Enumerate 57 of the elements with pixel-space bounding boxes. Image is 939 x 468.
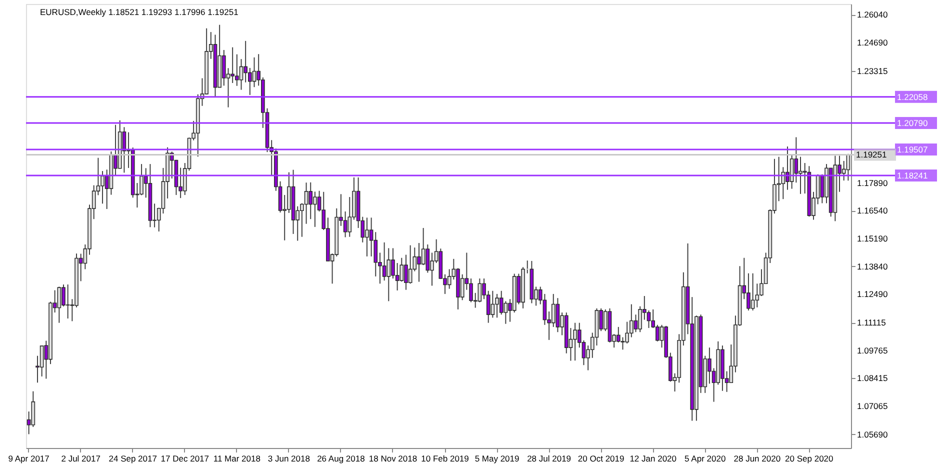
x-tick-label: 10 Feb 2019 (421, 454, 470, 464)
y-tick-label: 1.11115 (857, 318, 886, 328)
candlestick (40, 345, 44, 377)
ref-line-label: 1.19251 (856, 150, 887, 160)
chart-title: EURUSD,Weekly 1.18521 1.19293 1.17996 1.19251 (40, 7, 239, 17)
ref-line-label: 1.18241 (897, 170, 928, 181)
y-tick-label: 1.17890 (857, 178, 888, 188)
x-tick-label: 28 Jul 2019 (527, 454, 572, 464)
y-tick-label: 1.16540 (857, 206, 888, 216)
x-tick-label: 5 May 2019 (474, 454, 520, 464)
y-tick-label: 1.12490 (857, 289, 888, 300)
y-tick-label: 1.05690 (857, 429, 888, 440)
candlestick (308, 182, 313, 220)
candlestick (57, 286, 62, 324)
candlestick (504, 300, 508, 324)
x-tick-label: 26 Aug 2018 (317, 454, 366, 464)
candlestick (646, 310, 651, 328)
candlestick (304, 182, 308, 224)
candlestick (750, 272, 755, 311)
candlestick (478, 278, 482, 303)
x-tick-label: 18 Nov 2018 (368, 454, 418, 464)
candlestick (542, 293, 547, 326)
candlestick (408, 244, 412, 284)
candlestick (343, 210, 348, 238)
x-tick-label: 9 Apr 2017 (8, 454, 50, 464)
candlestick (556, 298, 560, 333)
candlestick (234, 54, 239, 86)
x-tick-label: 17 Dec 2017 (160, 454, 210, 464)
y-tick-label: 1.15190 (857, 233, 888, 244)
y-tick-label: 1.23315 (857, 66, 888, 76)
ref-line-label: 1.22058 (897, 92, 928, 102)
candlestick (490, 290, 495, 318)
ref-line-label: 1.20790 (897, 118, 928, 128)
candlestick (382, 242, 386, 282)
candlestick (395, 262, 400, 291)
ref-line-label: 1.19507 (897, 144, 928, 154)
y-tick-label: 1.24690 (857, 38, 888, 48)
candlestick (239, 58, 244, 90)
x-tick-label: 11 Mar 2018 (213, 454, 261, 464)
x-tick-label: 3 Jun 2018 (268, 454, 310, 464)
x-tick-label: 5 Apr 2020 (684, 454, 726, 464)
x-tick-label: 24 Sep 2017 (108, 454, 158, 464)
candlestick (551, 293, 556, 328)
y-tick-label: 1.08415 (857, 373, 888, 384)
y-tick-label: 1.13840 (857, 261, 888, 272)
candlestick (638, 306, 642, 333)
y-tick-label: 1.26040 (857, 10, 888, 20)
x-tick-label: 20 Sep 2020 (785, 454, 834, 464)
y-tick-label: 1.07065 (857, 401, 888, 412)
x-tick-label: 2 Jul 2017 (61, 454, 101, 464)
y-tick-label: 1.09765 (857, 345, 888, 356)
x-tick-label: 20 Oct 2019 (578, 454, 624, 464)
x-tick-label: 12 Jan 2020 (630, 454, 677, 464)
candlestick (66, 284, 70, 319)
candlestick (620, 336, 625, 350)
x-tick-label: 28 Jun 2020 (734, 454, 781, 464)
candlestick (794, 136, 798, 184)
